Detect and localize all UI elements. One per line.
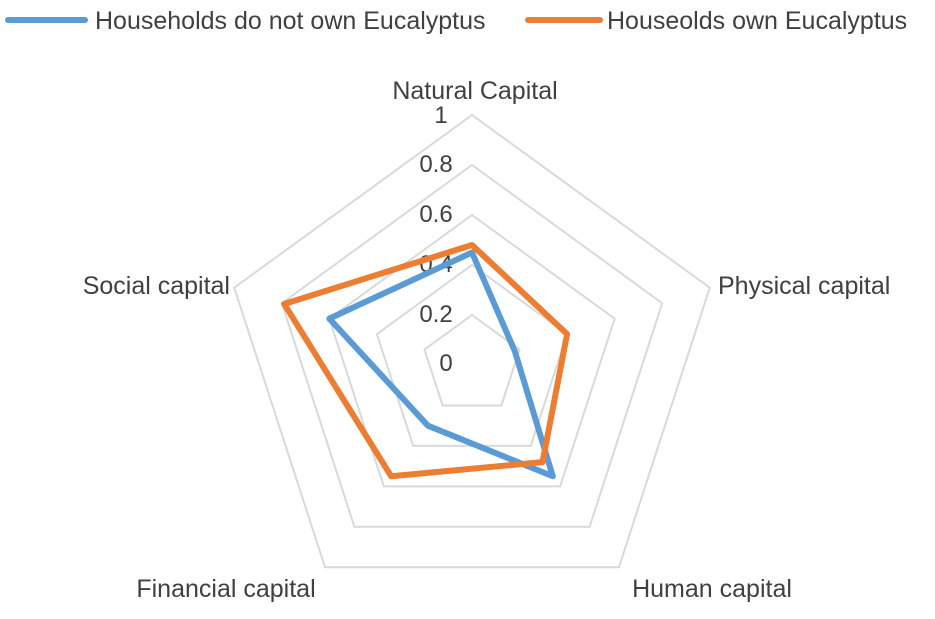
legend-label-series-1: Houseolds own Eucalyptus: [607, 7, 907, 35]
category-label-financial-capital: Financial capital: [136, 575, 315, 603]
legend: Households do not own Eucalyptus Houseol…: [5, 7, 907, 35]
series-line-1: [281, 242, 571, 480]
grid-ring-0.4: [375, 263, 569, 447]
category-label-human-capital: Human capital: [632, 575, 792, 603]
legend-item-series-0[interactable]: Households do not own Eucalyptus: [5, 7, 486, 35]
grid-ring-1: [233, 113, 711, 569]
legend-label-series-0: Households do not own Eucalyptus: [95, 7, 486, 35]
category-label-physical-capital: Physical capital: [718, 272, 890, 300]
tick-label-0.2: 0.2: [419, 301, 452, 328]
tick-label-0.8: 0.8: [419, 151, 452, 178]
legend-item-series-1[interactable]: Houseolds own Eucalyptus: [525, 7, 907, 35]
tick-label-1: 1: [434, 102, 447, 129]
grid-ring-0.6: [328, 213, 616, 488]
grid-ring-0.8: [280, 163, 664, 528]
series-line-0: [326, 249, 556, 480]
category-label-social-capital: Social capital: [83, 272, 230, 300]
category-labels: Natural Capital Physical capital Human c…: [83, 77, 891, 603]
tick-label-0.6: 0.6: [419, 201, 452, 228]
tick-label-0: 0: [439, 350, 452, 377]
radial-tick-labels: 0 0.2 0.4 0.6 0.8 1: [419, 102, 452, 377]
category-label-natural-capital: Natural Capital: [392, 77, 557, 105]
series-group: [281, 242, 571, 480]
